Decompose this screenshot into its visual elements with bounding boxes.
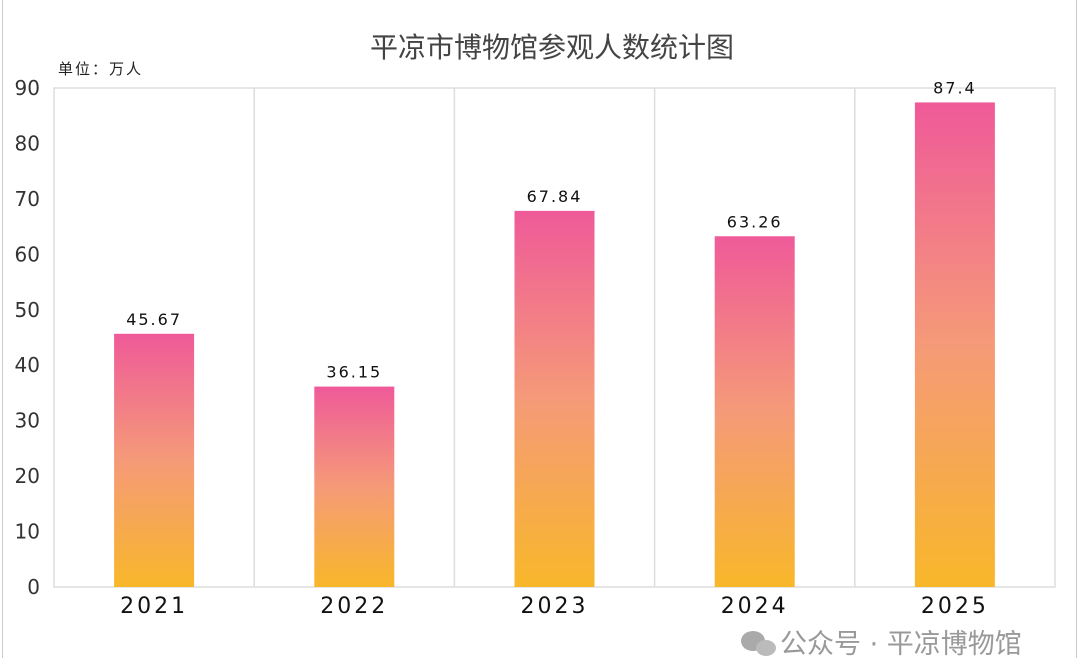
y-tick-label: 80: [15, 131, 40, 155]
y-tick-label: 90: [15, 76, 40, 100]
data-label: 63.26: [727, 212, 783, 231]
y-tick-label: 0: [27, 575, 40, 599]
watermark-text: 公众号 · 平凉博物馆: [780, 629, 1022, 658]
data-label: 87.4: [933, 78, 977, 97]
bar-2022: [314, 386, 395, 587]
watermark: 公众号 · 平凉博物馆: [741, 629, 1022, 658]
bar-2023: [514, 210, 595, 588]
data-label: 45.67: [126, 310, 182, 329]
data-label: 67.84: [527, 187, 583, 206]
bar-2024: [714, 236, 795, 588]
y-tick-label: 70: [15, 187, 40, 211]
y-tick-label: 10: [15, 520, 40, 544]
y-tick-label: 60: [15, 242, 40, 266]
x-tick-label: 2022: [320, 594, 388, 619]
x-tick-label: 2024: [721, 594, 789, 619]
x-tick-label: 2025: [921, 594, 989, 619]
y-tick-label: 50: [15, 298, 40, 322]
chart-title: 平凉市博物馆参观人数统计图: [370, 31, 734, 64]
y-tick-label: 30: [15, 409, 40, 433]
bar-2025: [914, 102, 995, 587]
y-tick-label: 40: [15, 353, 40, 377]
bar-2021: [114, 333, 195, 587]
x-tick-label: 2021: [120, 594, 188, 619]
unit-label: 单位：万人: [58, 60, 143, 78]
x-tick-label: 2023: [521, 594, 589, 619]
wechat-icon-bubble: [756, 640, 776, 656]
data-label: 36.15: [326, 363, 382, 382]
y-tick-label: 20: [15, 464, 40, 488]
